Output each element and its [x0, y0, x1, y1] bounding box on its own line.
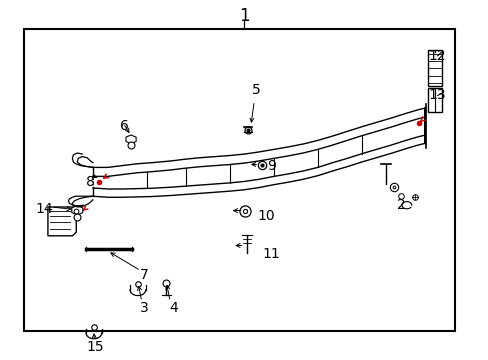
Text: 6: 6	[120, 119, 129, 133]
Text: 1: 1	[239, 7, 249, 25]
Text: 4: 4	[169, 301, 178, 315]
Text: 3: 3	[140, 301, 148, 315]
Text: 11: 11	[262, 247, 280, 261]
Text: 5: 5	[252, 83, 261, 97]
Text: 13: 13	[428, 89, 446, 102]
Text: 8: 8	[86, 175, 95, 189]
Text: 9: 9	[266, 159, 275, 172]
Text: 15: 15	[86, 341, 104, 354]
Text: 12: 12	[428, 49, 446, 63]
Bar	[24, 29, 454, 331]
Text: 2: 2	[396, 198, 405, 212]
Polygon shape	[48, 207, 76, 236]
Text: 14: 14	[35, 202, 53, 216]
Text: 10: 10	[257, 209, 275, 223]
Text: 7: 7	[140, 269, 148, 282]
Bar	[427, 50, 441, 86]
Bar	[427, 88, 441, 112]
